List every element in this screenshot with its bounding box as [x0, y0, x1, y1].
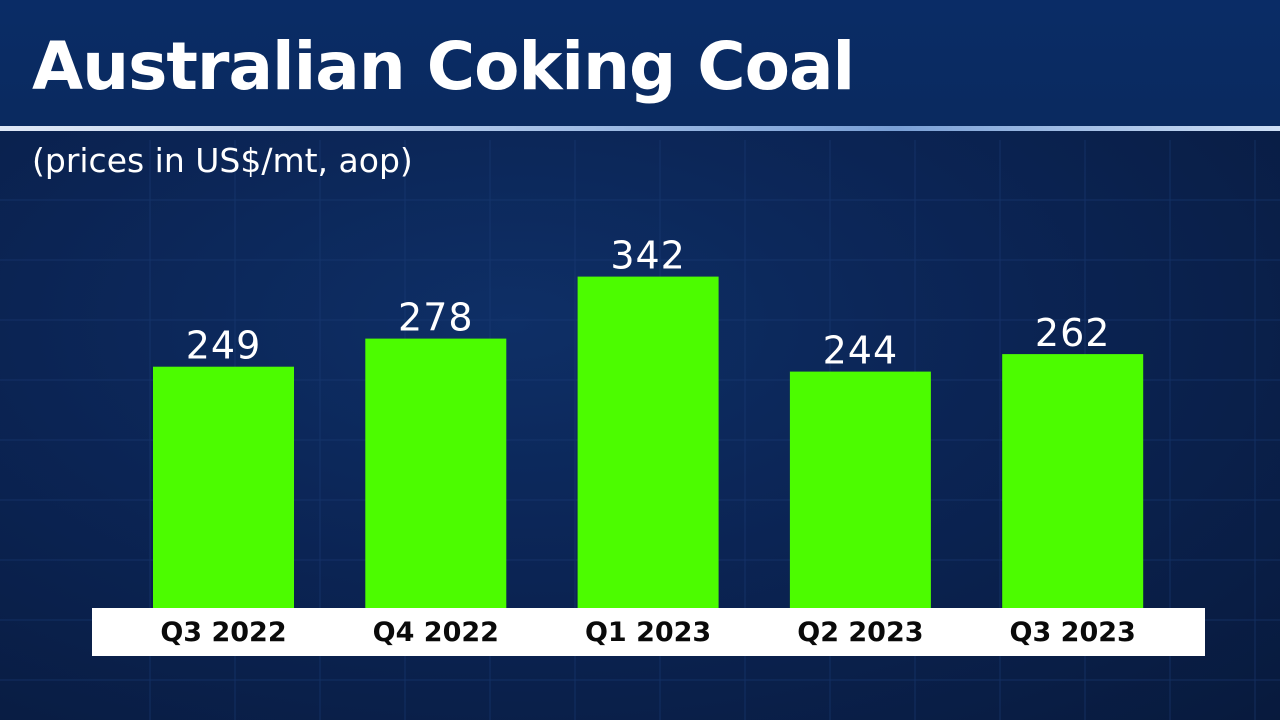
category-tick-label: Q3 2022	[160, 617, 286, 648]
bar-q3-2022	[153, 366, 294, 608]
category-tick-label: Q4 2022	[373, 617, 499, 648]
bar-q4-2022	[365, 338, 507, 608]
title-divider	[0, 126, 1280, 131]
value-label: 249	[186, 324, 262, 368]
value-label: 244	[823, 329, 899, 373]
value-label: 342	[610, 234, 686, 278]
category-axis-band	[92, 608, 1205, 656]
category-tick-label: Q2 2023	[797, 617, 923, 648]
title-band	[0, 0, 1280, 128]
chart-subtitle: (prices in US$/mt, aop)	[32, 141, 413, 180]
value-label: 262	[1035, 311, 1111, 355]
category-tick-label: Q3 2023	[1010, 617, 1136, 648]
value-label: 278	[398, 296, 474, 340]
category-tick-label: Q1 2023	[585, 617, 711, 648]
bar-q2-2023	[789, 371, 931, 608]
bar-q1-2023	[577, 276, 719, 608]
chart-title: Australian Coking Coal	[32, 28, 855, 105]
bar-q3-2023	[1002, 354, 1144, 608]
